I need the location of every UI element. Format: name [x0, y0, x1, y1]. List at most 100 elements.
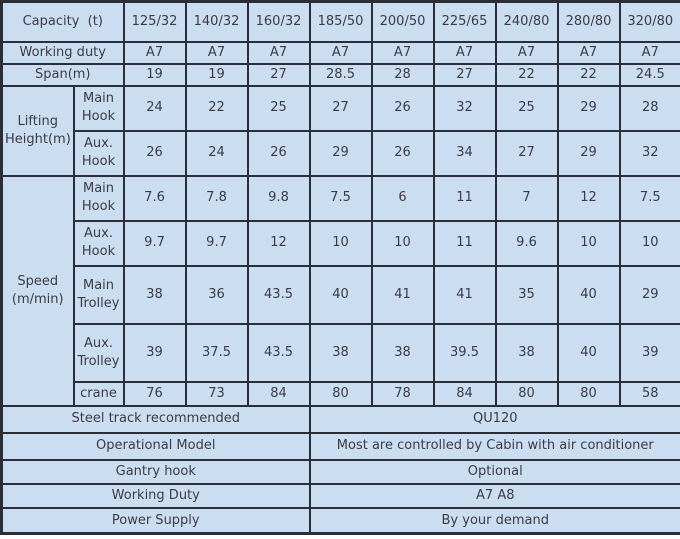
lifting-height-section-label: Lifting Height(m): [0, 84, 75, 177]
speed-aux-trolley-cell: 43.5: [246, 322, 311, 383]
steel-track-label: Steel track recommended: [0, 404, 311, 434]
working-duty-cell: A7: [122, 40, 187, 65]
working-duty-cell: A7: [246, 40, 311, 65]
speed-main-hook-cell: 7.6: [122, 174, 187, 222]
speed-crane-row: crane 76 73 84 80 78 84 80 80 58: [2, 380, 680, 407]
speed-aux-trolley-cell: 40: [556, 322, 621, 383]
lifting-main-hook-cell: 32: [432, 84, 497, 132]
capacity-row-label: Capacity (t): [0, 0, 125, 43]
working-duty-info-value: A7 A8: [308, 482, 680, 509]
speed-aux-hook-cell: 9.7: [122, 219, 187, 267]
speed-aux-trolley-cell: 39.5: [432, 322, 497, 383]
speed-aux-hook-cell: 10: [308, 219, 373, 267]
lifting-main-hook-cell: 27: [308, 84, 373, 132]
speed-crane-cell: 78: [370, 380, 435, 407]
working-duty-cell: A7: [556, 40, 621, 65]
speed-crane-cell: 76: [122, 380, 187, 407]
lifting-main-hook-cell: 28: [618, 84, 680, 132]
capacity-cell: 140/32: [184, 0, 249, 43]
speed-main-trolley-label: Main Trolley: [72, 264, 125, 325]
speed-aux-hook-cell: 9.6: [494, 219, 559, 267]
speed-main-trolley-row: Main Trolley 38 36 43.5 40 41 41 35 40 2…: [2, 264, 680, 325]
speed-crane-cell: 80: [494, 380, 559, 407]
lifting-aux-hook-cell: 32: [618, 129, 680, 177]
speed-aux-trolley-cell: 37.5: [184, 322, 249, 383]
speed-crane-label: crane: [72, 380, 125, 407]
lifting-aux-hook-cell: 26: [122, 129, 187, 177]
speed-aux-hook-label: Aux. Hook: [72, 219, 125, 267]
span-cell: 19: [184, 62, 249, 87]
speed-main-trolley-cell: 40: [308, 264, 373, 325]
speed-crane-cell: 80: [556, 380, 621, 407]
speed-aux-trolley-label: Aux. Trolley: [72, 322, 125, 383]
span-cell: 24.5: [618, 62, 680, 87]
lifting-aux-hook-row: Aux. Hook 26 24 26 29 26 34 27 29 32: [2, 129, 680, 177]
span-cell: 28: [370, 62, 435, 87]
lifting-aux-hook-cell: 27: [494, 129, 559, 177]
capacity-cell: 185/50: [308, 0, 373, 43]
capacity-row: Capacity (t) 125/32 140/32 160/32 185/50…: [0, 0, 680, 43]
capacity-cell: 160/32: [246, 0, 311, 43]
working-duty-cell: A7: [494, 40, 559, 65]
lifting-aux-hook-label: Aux. Hook: [72, 129, 125, 177]
capacity-cell: 225/65: [432, 0, 497, 43]
capacity-cell: 320/80: [618, 0, 680, 43]
speed-main-trolley-cell: 41: [370, 264, 435, 325]
span-cell: 19: [122, 62, 187, 87]
speed-crane-cell: 58: [618, 380, 680, 407]
speed-main-hook-cell: 7.8: [184, 174, 249, 222]
operational-model-value: Most are controlled by Cabin with air co…: [308, 431, 680, 461]
lifting-main-hook-cell: 24: [122, 84, 187, 132]
steel-track-row: Steel track recommended QU120: [0, 404, 680, 434]
working-duty-row: Working duty A7 A7 A7 A7 A7 A7 A7 A7 A7: [0, 40, 680, 65]
working-duty-row-label: Working duty: [0, 40, 125, 65]
lifting-main-hook-cell: 25: [494, 84, 559, 132]
lifting-main-hook-row: Lifting Height(m) Main Hook 24 22 25 27 …: [0, 84, 680, 177]
speed-aux-hook-cell: 9.7: [184, 219, 249, 267]
power-supply-value: By your demand: [308, 506, 680, 535]
speed-main-hook-cell: 9.8: [246, 174, 311, 222]
speed-crane-cell: 84: [246, 380, 311, 407]
gantry-hook-value: Optional: [308, 458, 680, 485]
span-cell: 28.5: [308, 62, 373, 87]
speed-section-label: Speed (m/min): [0, 174, 75, 407]
speed-main-trolley-cell: 38: [122, 264, 187, 325]
gantry-hook-label: Gantry hook: [0, 458, 311, 485]
capacity-cell: 240/80: [494, 0, 559, 43]
speed-main-trolley-cell: 35: [494, 264, 559, 325]
speed-main-trolley-cell: 29: [618, 264, 680, 325]
speed-main-trolley-cell: 41: [432, 264, 497, 325]
speed-aux-hook-cell: 10: [618, 219, 680, 267]
capacity-cell: 200/50: [370, 0, 435, 43]
operational-model-label: Operational Model: [0, 431, 311, 461]
lifting-main-hook-cell: 25: [246, 84, 311, 132]
speed-main-trolley-cell: 43.5: [246, 264, 311, 325]
speed-aux-hook-cell: 10: [370, 219, 435, 267]
gantry-hook-row: Gantry hook Optional: [0, 458, 680, 485]
working-duty-cell: A7: [184, 40, 249, 65]
span-row-label: Span(m): [0, 62, 125, 87]
power-supply-row: Power Supply By your demand: [0, 506, 680, 535]
operational-model-row: Operational Model Most are controlled by…: [0, 431, 680, 461]
capacity-cell: 280/80: [556, 0, 621, 43]
speed-main-hook-cell: 7.5: [308, 174, 373, 222]
working-duty-info-label: Working Duty: [0, 482, 311, 509]
lifting-main-hook-cell: 26: [370, 84, 435, 132]
lifting-aux-hook-cell: 29: [308, 129, 373, 177]
speed-aux-hook-row: Aux. Hook 9.7 9.7 12 10 10 11 9.6 10 10: [2, 219, 680, 267]
working-duty-cell: A7: [432, 40, 497, 65]
span-cell: 22: [556, 62, 621, 87]
speed-aux-trolley-row: Aux. Trolley 39 37.5 43.5 38 38 39.5 38 …: [2, 322, 680, 383]
speed-aux-trolley-cell: 38: [308, 322, 373, 383]
capacity-cell: 125/32: [122, 0, 187, 43]
speed-main-hook-cell: 6: [370, 174, 435, 222]
lifting-aux-hook-cell: 26: [246, 129, 311, 177]
speed-main-hook-cell: 12: [556, 174, 621, 222]
lifting-main-hook-cell: 22: [184, 84, 249, 132]
speed-main-hook-row: Speed (m/min) Main Hook 7.6 7.8 9.8 7.5 …: [0, 174, 680, 407]
speed-aux-trolley-cell: 39: [122, 322, 187, 383]
speed-aux-trolley-cell: 38: [494, 322, 559, 383]
speed-aux-trolley-cell: 39: [618, 322, 680, 383]
